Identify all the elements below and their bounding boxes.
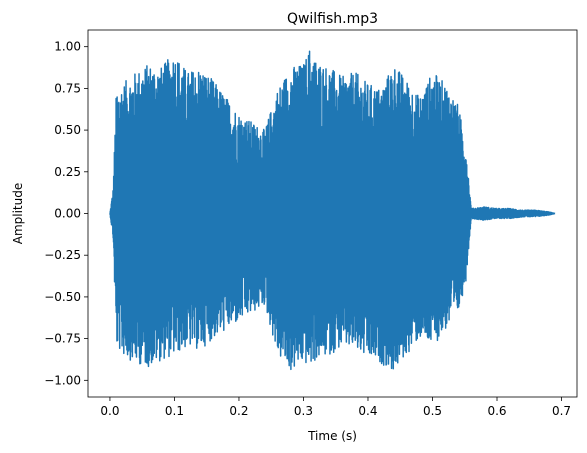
- y-tick-label: −1.00: [44, 373, 81, 387]
- x-tick-label: 0.7: [552, 404, 571, 418]
- y-tick-label: 1.00: [54, 40, 81, 54]
- y-tick-label: −0.25: [44, 248, 81, 262]
- y-tick-label: 0.00: [54, 207, 81, 221]
- waveform-series-line: [109, 50, 556, 371]
- y-tick-label: −0.75: [44, 332, 81, 346]
- x-tick-label: 0.6: [487, 404, 506, 418]
- x-axis-label: Time (s): [307, 429, 357, 443]
- x-tick-label: 0.1: [165, 404, 184, 418]
- x-tick-label: 0.4: [358, 404, 377, 418]
- x-tick-label: 0.3: [294, 404, 313, 418]
- chart-title: Qwilfish.mp3: [287, 11, 378, 27]
- y-tick-label: 0.75: [54, 81, 81, 95]
- plot-area: [109, 50, 556, 371]
- y-tick-label: 0.25: [54, 165, 81, 179]
- y-axis-label: Amplitude: [11, 183, 25, 245]
- x-tick-label: 0.2: [229, 404, 248, 418]
- x-axis: 0.0 0.1 0.2 0.3 0.4 0.5 0.6 0.7: [100, 397, 571, 418]
- y-tick-label: −0.50: [44, 290, 81, 304]
- x-tick-label: 0.0: [100, 404, 119, 418]
- y-axis: −1.00 −0.75 −0.50 −0.25 0.00 0.25 0.50 0.75 1.00: [44, 40, 88, 387]
- x-tick-label: 0.5: [423, 404, 442, 418]
- y-tick-label: 0.50: [54, 123, 81, 137]
